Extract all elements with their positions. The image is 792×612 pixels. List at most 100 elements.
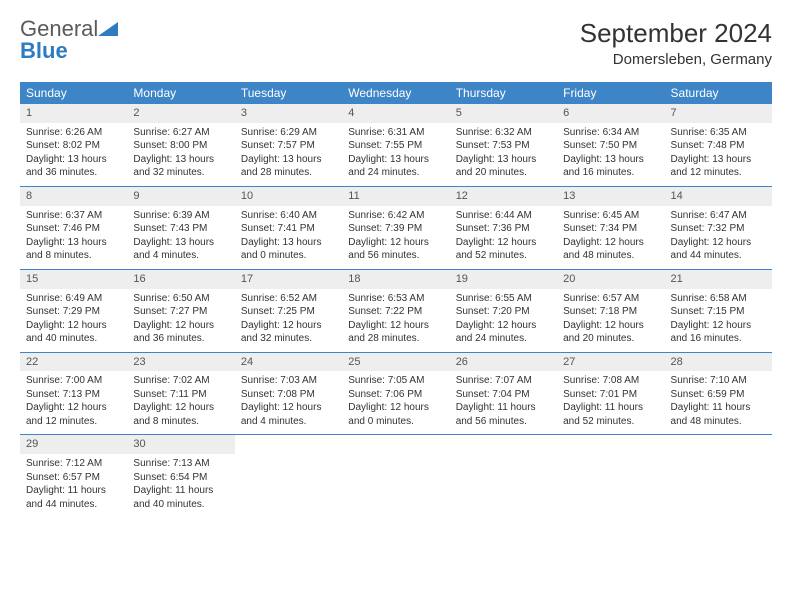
- sunrise-text: Sunrise: 6:32 AM: [456, 126, 551, 140]
- day-cell: 12Sunrise: 6:44 AMSunset: 7:36 PMDayligh…: [450, 187, 557, 269]
- sunrise-text: Sunrise: 7:13 AM: [133, 457, 228, 471]
- day-number: 24: [235, 353, 342, 372]
- sunrise-text: Sunrise: 7:07 AM: [456, 374, 551, 388]
- location: Domersleben, Germany: [580, 51, 772, 68]
- day-header-monday: Monday: [127, 82, 234, 104]
- day-cell: 3Sunrise: 6:29 AMSunset: 7:57 PMDaylight…: [235, 104, 342, 186]
- day-cell: 9Sunrise: 6:39 AMSunset: 7:43 PMDaylight…: [127, 187, 234, 269]
- daylight-text: Daylight: 12 hours and 8 minutes.: [133, 401, 228, 428]
- month-title: September 2024: [580, 18, 772, 49]
- sunrise-text: Sunrise: 7:08 AM: [563, 374, 658, 388]
- sunrise-text: Sunrise: 6:55 AM: [456, 292, 551, 306]
- sunrise-text: Sunrise: 6:50 AM: [133, 292, 228, 306]
- day-header-thursday: Thursday: [450, 82, 557, 104]
- day-number: 5: [450, 104, 557, 123]
- day-number: 23: [127, 353, 234, 372]
- day-header-friday: Friday: [557, 82, 664, 104]
- daylight-text: Daylight: 12 hours and 24 minutes.: [456, 319, 551, 346]
- calendar: Sunday Monday Tuesday Wednesday Thursday…: [20, 82, 772, 517]
- day-number: 9: [127, 187, 234, 206]
- daylight-text: Daylight: 13 hours and 0 minutes.: [241, 236, 336, 263]
- week-row: 29Sunrise: 7:12 AMSunset: 6:57 PMDayligh…: [20, 434, 772, 517]
- day-cell: 28Sunrise: 7:10 AMSunset: 6:59 PMDayligh…: [665, 353, 772, 435]
- week-row: 15Sunrise: 6:49 AMSunset: 7:29 PMDayligh…: [20, 269, 772, 352]
- sunrise-text: Sunrise: 6:45 AM: [563, 209, 658, 223]
- sunset-text: Sunset: 7:13 PM: [26, 388, 121, 402]
- day-cell: 16Sunrise: 6:50 AMSunset: 7:27 PMDayligh…: [127, 270, 234, 352]
- day-body: Sunrise: 6:47 AMSunset: 7:32 PMDaylight:…: [665, 206, 772, 269]
- sunrise-text: Sunrise: 6:39 AM: [133, 209, 228, 223]
- day-body: Sunrise: 6:37 AMSunset: 7:46 PMDaylight:…: [20, 206, 127, 269]
- day-body: Sunrise: 6:35 AMSunset: 7:48 PMDaylight:…: [665, 123, 772, 186]
- sunrise-text: Sunrise: 6:37 AM: [26, 209, 121, 223]
- day-cell: [342, 435, 449, 517]
- daylight-text: Daylight: 12 hours and 16 minutes.: [671, 319, 766, 346]
- day-number: 25: [342, 353, 449, 372]
- sunrise-text: Sunrise: 7:03 AM: [241, 374, 336, 388]
- day-number: 15: [20, 270, 127, 289]
- day-body: Sunrise: 6:50 AMSunset: 7:27 PMDaylight:…: [127, 289, 234, 352]
- sunrise-text: Sunrise: 6:52 AM: [241, 292, 336, 306]
- daylight-text: Daylight: 12 hours and 44 minutes.: [671, 236, 766, 263]
- day-cell: 18Sunrise: 6:53 AMSunset: 7:22 PMDayligh…: [342, 270, 449, 352]
- day-body: Sunrise: 6:45 AMSunset: 7:34 PMDaylight:…: [557, 206, 664, 269]
- sunrise-text: Sunrise: 6:35 AM: [671, 126, 766, 140]
- daylight-text: Daylight: 12 hours and 4 minutes.: [241, 401, 336, 428]
- daylight-text: Daylight: 12 hours and 40 minutes.: [26, 319, 121, 346]
- day-number: 1: [20, 104, 127, 123]
- day-number: 28: [665, 353, 772, 372]
- day-body: Sunrise: 6:57 AMSunset: 7:18 PMDaylight:…: [557, 289, 664, 352]
- sunset-text: Sunset: 7:27 PM: [133, 305, 228, 319]
- sunset-text: Sunset: 7:08 PM: [241, 388, 336, 402]
- sunrise-text: Sunrise: 6:34 AM: [563, 126, 658, 140]
- day-number: 18: [342, 270, 449, 289]
- day-cell: 21Sunrise: 6:58 AMSunset: 7:15 PMDayligh…: [665, 270, 772, 352]
- sunset-text: Sunset: 8:02 PM: [26, 139, 121, 153]
- day-cell: [557, 435, 664, 517]
- daylight-text: Daylight: 12 hours and 28 minutes.: [348, 319, 443, 346]
- sunrise-text: Sunrise: 7:10 AM: [671, 374, 766, 388]
- day-number: 20: [557, 270, 664, 289]
- day-body: Sunrise: 6:42 AMSunset: 7:39 PMDaylight:…: [342, 206, 449, 269]
- sunrise-text: Sunrise: 6:27 AM: [133, 126, 228, 140]
- daylight-text: Daylight: 11 hours and 52 minutes.: [563, 401, 658, 428]
- sunset-text: Sunset: 7:39 PM: [348, 222, 443, 236]
- sunset-text: Sunset: 7:46 PM: [26, 222, 121, 236]
- day-cell: 25Sunrise: 7:05 AMSunset: 7:06 PMDayligh…: [342, 353, 449, 435]
- day-number: 17: [235, 270, 342, 289]
- sunset-text: Sunset: 7:41 PM: [241, 222, 336, 236]
- day-cell: 5Sunrise: 6:32 AMSunset: 7:53 PMDaylight…: [450, 104, 557, 186]
- logo-word2: Blue: [20, 38, 68, 63]
- sunset-text: Sunset: 6:54 PM: [133, 471, 228, 485]
- sunrise-text: Sunrise: 6:44 AM: [456, 209, 551, 223]
- sunset-text: Sunset: 7:25 PM: [241, 305, 336, 319]
- day-body: Sunrise: 6:31 AMSunset: 7:55 PMDaylight:…: [342, 123, 449, 186]
- sunrise-text: Sunrise: 6:29 AM: [241, 126, 336, 140]
- sunrise-text: Sunrise: 7:12 AM: [26, 457, 121, 471]
- day-cell: 1Sunrise: 6:26 AMSunset: 8:02 PMDaylight…: [20, 104, 127, 186]
- sunrise-text: Sunrise: 6:57 AM: [563, 292, 658, 306]
- day-body: Sunrise: 6:39 AMSunset: 7:43 PMDaylight:…: [127, 206, 234, 269]
- daylight-text: Daylight: 12 hours and 0 minutes.: [348, 401, 443, 428]
- day-body: Sunrise: 7:07 AMSunset: 7:04 PMDaylight:…: [450, 371, 557, 434]
- day-body: Sunrise: 7:13 AMSunset: 6:54 PMDaylight:…: [127, 454, 234, 517]
- day-number: 12: [450, 187, 557, 206]
- sunset-text: Sunset: 7:55 PM: [348, 139, 443, 153]
- daylight-text: Daylight: 13 hours and 36 minutes.: [26, 153, 121, 180]
- day-cell: 6Sunrise: 6:34 AMSunset: 7:50 PMDaylight…: [557, 104, 664, 186]
- day-cell: 26Sunrise: 7:07 AMSunset: 7:04 PMDayligh…: [450, 353, 557, 435]
- daylight-text: Daylight: 11 hours and 56 minutes.: [456, 401, 551, 428]
- sunset-text: Sunset: 7:53 PM: [456, 139, 551, 153]
- day-body: Sunrise: 6:52 AMSunset: 7:25 PMDaylight:…: [235, 289, 342, 352]
- day-cell: 27Sunrise: 7:08 AMSunset: 7:01 PMDayligh…: [557, 353, 664, 435]
- day-cell: 15Sunrise: 6:49 AMSunset: 7:29 PMDayligh…: [20, 270, 127, 352]
- day-cell: 30Sunrise: 7:13 AMSunset: 6:54 PMDayligh…: [127, 435, 234, 517]
- sunrise-text: Sunrise: 7:05 AM: [348, 374, 443, 388]
- daylight-text: Daylight: 12 hours and 20 minutes.: [563, 319, 658, 346]
- daylight-text: Daylight: 12 hours and 48 minutes.: [563, 236, 658, 263]
- week-row: 22Sunrise: 7:00 AMSunset: 7:13 PMDayligh…: [20, 352, 772, 435]
- day-cell: 20Sunrise: 6:57 AMSunset: 7:18 PMDayligh…: [557, 270, 664, 352]
- day-headers-row: Sunday Monday Tuesday Wednesday Thursday…: [20, 82, 772, 104]
- sunset-text: Sunset: 7:48 PM: [671, 139, 766, 153]
- day-cell: 17Sunrise: 6:52 AMSunset: 7:25 PMDayligh…: [235, 270, 342, 352]
